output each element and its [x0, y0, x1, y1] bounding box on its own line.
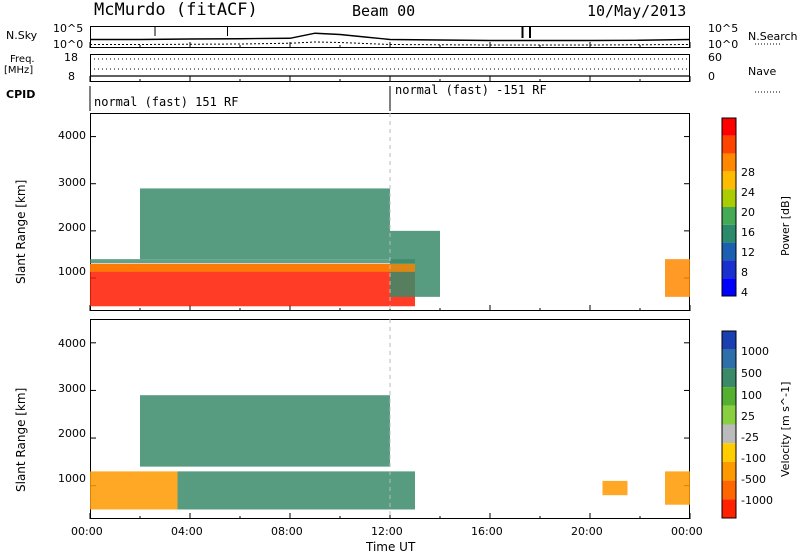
cpid-segment-2: normal (fast) -151 RF — [395, 83, 547, 97]
station-title: McMurdo (fitACF) — [94, 0, 258, 20]
power-colorbar-cell — [722, 118, 736, 136]
power-colorbar-cell — [722, 207, 736, 225]
nave-label: Nave — [748, 65, 777, 78]
power-cb-tick: 28 — [741, 166, 755, 179]
x-tick-label: 00:00 — [671, 525, 703, 538]
noise-left-label: N.Sky — [6, 29, 38, 42]
velocity-colorbar-cell — [722, 499, 736, 518]
velocity-region — [602, 480, 628, 496]
freq-tick-bottom: 8 — [68, 70, 75, 83]
velocity-cb-tick: -25 — [741, 431, 759, 444]
power-colorbar-cell — [722, 278, 736, 296]
noise-sky-line — [90, 32, 691, 42]
nave-tick-bottom: 0 — [708, 70, 715, 83]
power-colorbar-cell — [722, 153, 736, 172]
power-cb-tick: 8 — [741, 266, 748, 279]
noise-tick-top-right: 10^5 — [708, 22, 739, 35]
date-title: 10/May/2013 — [587, 2, 687, 20]
power-edge — [90, 259, 415, 264]
power-cb-tick: 12 — [741, 246, 755, 259]
velocity-cb-tick: -1000 — [741, 494, 773, 507]
power-cb-tick: 20 — [741, 206, 755, 219]
noise-tick-bottom-right: 10^0 — [708, 38, 739, 51]
noise-right-label: N.Search — [748, 30, 798, 43]
velocity-colorbar-cell — [722, 331, 736, 350]
noise-tick-top-left: 10^5 — [53, 22, 84, 35]
beam-title: Beam 00 — [352, 2, 416, 20]
power-cb-tick: 4 — [741, 286, 748, 299]
velocity-region — [177, 471, 415, 510]
power-colorbar-cell — [722, 242, 736, 261]
velocity-colorbar-cell — [722, 461, 736, 481]
power-colorbar-cell — [722, 171, 736, 190]
freq-tick-top: 18 — [64, 51, 78, 64]
freq-label: Freq. — [10, 54, 35, 65]
velocity-cb-tick: -500 — [741, 473, 766, 486]
x-tick-label: 12:00 — [371, 525, 403, 538]
power-colorbar-cell — [722, 224, 736, 243]
noise-search-line — [90, 41, 691, 46]
x-tick-label: 16:00 — [471, 525, 503, 538]
velocity-region — [665, 471, 690, 505]
noise-tick-bottom-left: 10^0 — [53, 38, 84, 51]
power-ytick: 4000 — [58, 129, 86, 142]
power-ytick: 2000 — [58, 221, 86, 234]
x-tick-label: 08:00 — [271, 525, 303, 538]
velocity-colorbar-cell — [722, 424, 736, 444]
velocity-ytick: 3000 — [58, 382, 86, 395]
velocity-cb-tick: 500 — [741, 367, 762, 380]
x-axis-title: Time UT — [366, 540, 416, 554]
power-ytick: 1000 — [58, 265, 86, 278]
power-region — [665, 259, 690, 297]
power-ytick: 3000 — [58, 176, 86, 189]
x-tick-label: 04:00 — [171, 525, 203, 538]
velocity-cb-tick: 25 — [741, 410, 755, 423]
velocity-cb-tick: 100 — [741, 389, 762, 402]
velocity-colorbar-cell — [722, 368, 736, 388]
nave-tick-top: 60 — [708, 51, 722, 64]
cpid-segment-1: normal (fast) 151 RF — [94, 95, 239, 109]
velocity-ytick: 2000 — [58, 427, 86, 440]
velocity-cb-tick: 1000 — [741, 345, 769, 358]
velocity-colorbar-frame — [721, 330, 737, 519]
power-cb-tick: 24 — [741, 186, 755, 199]
velocity-ytick: 4000 — [58, 337, 86, 350]
velocity-colorbar-cell — [722, 387, 736, 406]
velocity-colorbar-cell — [722, 405, 736, 425]
x-tick-label: 00:00 — [71, 525, 103, 538]
velocity-colorbar-cell — [722, 349, 736, 369]
power-cb-tick: 16 — [741, 226, 755, 239]
velocity-region — [90, 471, 178, 510]
power-colorbar-cell — [722, 260, 736, 279]
velocity-colorbar-cell — [722, 480, 736, 500]
velocity-colorbar-cell — [722, 443, 736, 462]
velocity-ytick: 1000 — [58, 472, 86, 485]
cpid-label: CPID — [6, 88, 36, 101]
power-region — [140, 188, 390, 260]
power-colorbar-cell — [722, 135, 736, 154]
power-edge — [90, 263, 415, 272]
velocity-cb-tick: -100 — [741, 452, 766, 465]
x-tick-label: 20:00 — [571, 525, 603, 538]
power-colorbar-frame — [721, 117, 737, 297]
power-colorbar-cell — [722, 189, 736, 207]
velocity-region — [140, 395, 390, 467]
freq-unit-label: [MHz] — [4, 65, 34, 76]
